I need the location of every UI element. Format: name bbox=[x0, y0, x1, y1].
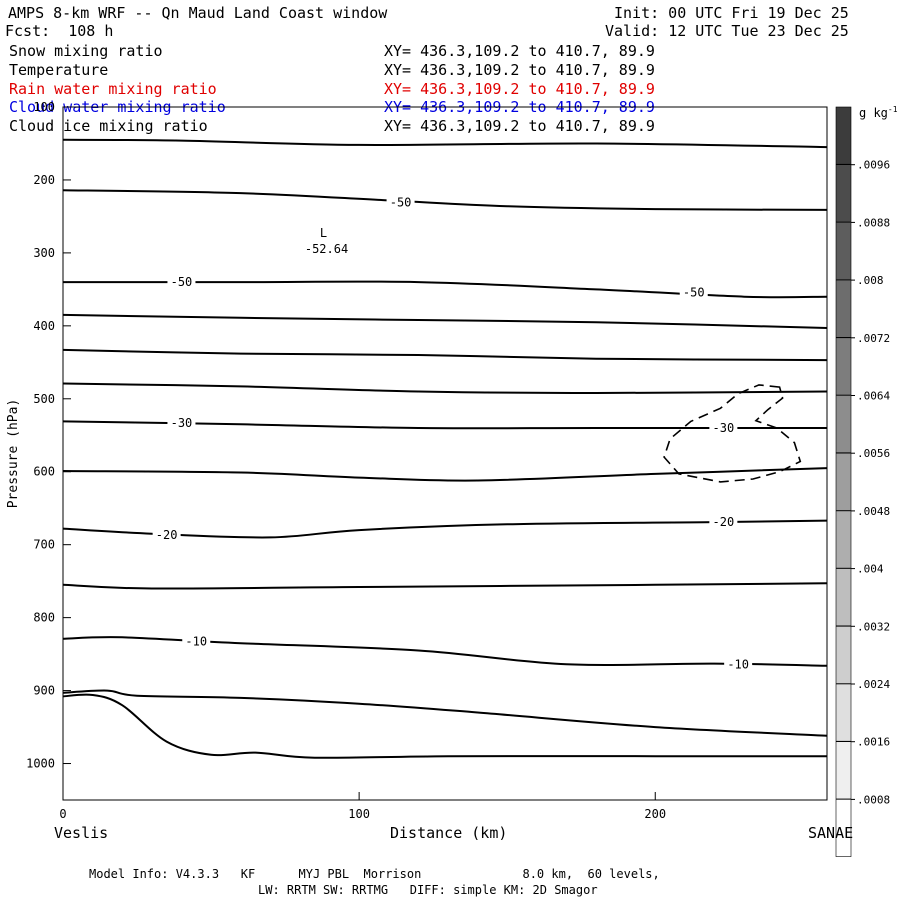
contour-label: -50 bbox=[171, 275, 193, 289]
colorbar-box bbox=[835, 799, 852, 857]
temperature-contour bbox=[62, 693, 827, 759]
right-endpoint-label: SANAE bbox=[808, 824, 854, 842]
field-name-rain: Rain water mixing ratio bbox=[9, 80, 217, 98]
colorbar-box bbox=[835, 106, 852, 165]
contour-label: -20 bbox=[713, 515, 735, 529]
contour-label-bg bbox=[679, 285, 708, 300]
contour-label-bg bbox=[167, 415, 196, 430]
model-info: Model Info: V4.3.3 KF MYJ PBL Morrison 8… bbox=[89, 867, 660, 881]
x-tick-label: 100 bbox=[348, 807, 370, 821]
y-tick-label: 700 bbox=[33, 538, 55, 552]
colorbar-box bbox=[835, 222, 852, 280]
low-marker-symbol: L bbox=[320, 226, 327, 240]
y-tick-label: 300 bbox=[33, 246, 55, 260]
y-axis-label: Pressure (hPa) bbox=[6, 399, 21, 509]
colorbar-tick-label: .0056 bbox=[857, 447, 890, 460]
contour-label: -30 bbox=[171, 416, 193, 430]
y-tick-label: 200 bbox=[33, 173, 55, 187]
field-name-temperature: Temperature bbox=[9, 61, 109, 79]
contour-label: -10 bbox=[727, 657, 749, 671]
temperature-contour bbox=[62, 467, 828, 482]
field-xy-snow: XY= 436.3,109.2 to 410.7, 89.9 bbox=[384, 42, 655, 60]
colorbar-tick-label: .0088 bbox=[857, 216, 890, 229]
temperature-contour bbox=[62, 636, 828, 667]
colorbar-tick-label: .0072 bbox=[857, 332, 890, 345]
dashed-mixing-ratio-contour bbox=[663, 384, 802, 483]
colorbar-tick-label: .0008 bbox=[857, 793, 890, 806]
field-xy-temperature: XY= 436.3,109.2 to 410.7, 89.9 bbox=[384, 61, 655, 79]
colorbar-box bbox=[835, 337, 852, 396]
y-tick-label: 900 bbox=[33, 684, 55, 698]
temperature-contour bbox=[63, 280, 828, 299]
temperature-contour bbox=[62, 348, 828, 362]
contour-label-bg bbox=[182, 634, 211, 649]
contour-label-bg bbox=[167, 275, 196, 290]
init-time: Init: 00 UTC Fri 19 Dec 25 bbox=[614, 4, 849, 22]
temperature-contour bbox=[62, 689, 828, 737]
x-tick-label: 0 bbox=[59, 807, 66, 821]
valid-time: Valid: 12 UTC Tue 23 Dec 25 bbox=[605, 22, 849, 40]
contour-label: -50 bbox=[390, 196, 412, 210]
temperature-contour bbox=[62, 382, 828, 395]
temperature-contour bbox=[62, 189, 828, 211]
colorbar-tick-label: .008 bbox=[857, 274, 884, 287]
field-xy-rain: XY= 436.3,109.2 to 410.7, 89.9 bbox=[384, 80, 655, 98]
colorbar-box bbox=[835, 683, 852, 742]
colorbar-box bbox=[835, 625, 852, 684]
plot-frame bbox=[62, 106, 828, 801]
physics-info: LW: RRTM SW: RRTMG DIFF: simple KM: 2D S… bbox=[258, 883, 598, 897]
colorbar-box bbox=[835, 452, 852, 511]
y-tick-label: 1000 bbox=[26, 757, 55, 771]
contour-label-bg bbox=[152, 528, 181, 543]
contour-label-bg bbox=[386, 195, 415, 210]
field-xy-cloud-ice: XY= 436.3,109.2 to 410.7, 89.9 bbox=[384, 117, 655, 135]
colorbar-tick-label: .0096 bbox=[857, 159, 890, 172]
temperature-contour bbox=[62, 138, 828, 149]
y-tick-label: 600 bbox=[33, 465, 55, 479]
contour-label: -30 bbox=[713, 421, 735, 435]
y-tick-label: 400 bbox=[33, 319, 55, 333]
temperature-contour bbox=[62, 582, 828, 590]
field-name-cloud-ice: Cloud ice mixing ratio bbox=[9, 117, 208, 135]
contour-label: -10 bbox=[185, 635, 207, 649]
colorbar-box bbox=[835, 510, 852, 569]
y-tick-label: 800 bbox=[33, 611, 55, 625]
colorbar-tick-label: .004 bbox=[857, 563, 884, 576]
colorbar-box bbox=[835, 568, 852, 627]
low-marker-value: -52.64 bbox=[305, 242, 348, 256]
contour-label-bg bbox=[709, 420, 738, 435]
colorbar-tick-label: .0048 bbox=[857, 505, 890, 518]
field-name-snow: Snow mixing ratio bbox=[9, 42, 163, 60]
colorbar-tick-label: .0016 bbox=[857, 736, 890, 749]
y-tick-label: 100 bbox=[33, 100, 55, 114]
chart-title: AMPS 8-km WRF -- Qn Maud Land Coast wind… bbox=[8, 4, 388, 22]
colorbar-box bbox=[835, 279, 852, 338]
colorbar-box bbox=[835, 741, 852, 800]
contour-label-bg bbox=[724, 657, 753, 672]
colorbar-unit: g kg-1 bbox=[859, 105, 898, 120]
x-tick-label: 200 bbox=[644, 807, 666, 821]
contour-label: -50 bbox=[683, 285, 705, 299]
colorbar-box bbox=[835, 164, 852, 223]
colorbar-tick-label: .0064 bbox=[857, 390, 890, 403]
temperature-contour bbox=[62, 313, 828, 329]
colorbar-tick-label: .0024 bbox=[857, 678, 890, 691]
colorbar-box bbox=[835, 395, 852, 454]
left-endpoint-label: Veslis bbox=[54, 824, 109, 842]
x-axis-label: Distance (km) bbox=[390, 824, 508, 842]
forecast-hour: Fcst: 108 h bbox=[5, 22, 114, 40]
colorbar-tick-label: .0032 bbox=[857, 620, 890, 633]
contour-label-bg bbox=[709, 515, 738, 530]
contour-label: -20 bbox=[156, 528, 178, 542]
y-tick-label: 500 bbox=[33, 392, 55, 406]
